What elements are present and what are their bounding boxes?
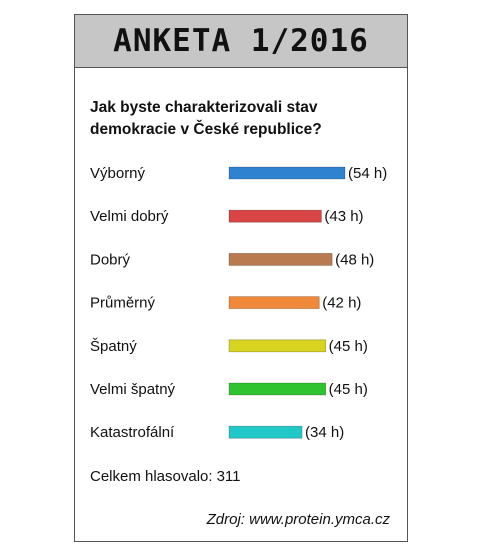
- poll-card: ANKETA 1/2016 Jak byste charakterizovali…: [74, 14, 408, 542]
- total-votes: Celkem hlasovalo: 311: [90, 468, 240, 485]
- category-label-katastrofalni: Katastrofální: [90, 424, 175, 441]
- bar-shade-spatny: [228, 339, 327, 353]
- total-votes-label: Celkem hlasovalo:: [90, 468, 213, 485]
- bar-shade-velmi-spatny: [228, 382, 327, 396]
- bar-shade-katastrofalni: [228, 425, 303, 439]
- poll-title: ANKETA 1/2016: [113, 23, 369, 59]
- poll-results-chart: Výborný (54 h) Velmi dobrý (43 h) Dobrý (48 h…: [90, 165, 387, 441]
- total-votes-value: 311: [216, 468, 241, 485]
- bar-shade-dobry: [228, 252, 333, 266]
- poll-question: Jak byste charakterizovali stav demokrac…: [90, 99, 322, 138]
- category-label-velmi-dobry: Velmi dobrý: [90, 208, 169, 225]
- value-label-dobry: (48 h): [335, 251, 374, 268]
- bar-shade-velmi-dobry: [228, 209, 322, 223]
- category-label-velmi-spatny: Velmi špatný: [90, 381, 176, 398]
- value-label-velmi-dobry: (43 h): [324, 208, 363, 225]
- value-label-velmi-spatny: (45 h): [329, 381, 368, 398]
- value-label-katastrofalni: (34 h): [305, 424, 344, 441]
- source-credit: Zdroj: www.protein.ymca.cz: [206, 511, 390, 528]
- bar-shade-prumerny: [228, 296, 320, 310]
- bar-shade-vyborny: [228, 166, 346, 180]
- poll-header: ANKETA 1/2016: [75, 15, 407, 68]
- category-label-spatny: Špatný: [90, 338, 137, 355]
- category-label-prumerny: Průměrný: [90, 295, 156, 312]
- value-label-prumerny: (42 h): [322, 295, 361, 312]
- value-label-spatny: (45 h): [329, 338, 368, 355]
- value-label-vyborny: (54 h): [348, 165, 387, 182]
- category-label-vyborny: Výborný: [90, 165, 146, 182]
- category-label-dobry: Dobrý: [90, 251, 131, 268]
